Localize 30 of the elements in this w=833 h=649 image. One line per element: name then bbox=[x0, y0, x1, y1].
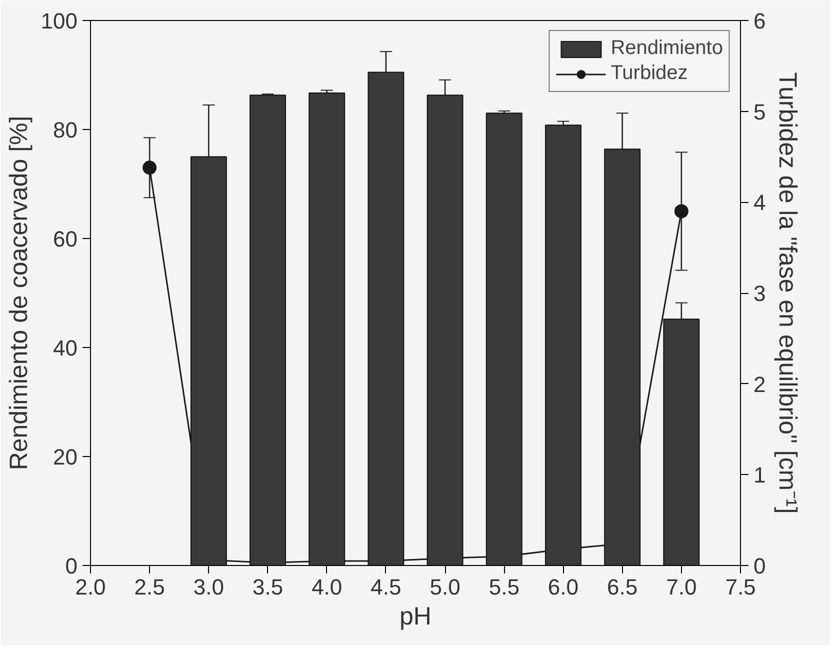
x-tick-label: 5.0 bbox=[430, 574, 460, 600]
y2-tick-label: 1 bbox=[754, 462, 766, 488]
y2-tick-label: 2 bbox=[754, 372, 766, 397]
y2-tick-label: 0 bbox=[754, 554, 766, 578]
x-tick-label: 2.0 bbox=[75, 574, 106, 600]
x-axis-title: pH bbox=[400, 602, 432, 630]
x-tick-label: 3.5 bbox=[252, 574, 284, 600]
x-tick-label: 7.0 bbox=[666, 574, 697, 600]
y-tick-label: 100 bbox=[40, 8, 78, 34]
y-tick-label: 60 bbox=[53, 226, 78, 252]
y2-tick-label: 4 bbox=[754, 190, 766, 216]
y-tick-label: 40 bbox=[53, 336, 78, 360]
y-axis-title: Rendimiento de coacervado [%] bbox=[4, 116, 33, 470]
y2-tick-label: 6 bbox=[754, 8, 766, 34]
y-tick-label: 20 bbox=[53, 444, 78, 470]
legend-label: Turbidez bbox=[610, 62, 688, 85]
y2-tick-label: 3 bbox=[754, 281, 766, 306]
y-tick-label: 0 bbox=[65, 554, 78, 578]
y-tick-label: 80 bbox=[53, 118, 78, 142]
y2-axis-title: Turbidez de la "fase en equilibrio" [cm⁻¹] bbox=[774, 72, 802, 514]
x-tick-label: 7.5 bbox=[725, 574, 756, 600]
y2-tick-label: 5 bbox=[754, 99, 766, 124]
x-tick-label: 2.5 bbox=[134, 574, 165, 600]
x-tick-label: 4.5 bbox=[370, 574, 402, 600]
x-tick-label: 4.0 bbox=[312, 574, 342, 600]
x-tick-label: 3.0 bbox=[193, 574, 224, 600]
x-tick-label: 6.0 bbox=[548, 574, 579, 600]
x-tick-label: 5.5 bbox=[488, 574, 520, 600]
x-tick-label: 6.5 bbox=[607, 574, 638, 600]
legend-label: Rendimiento bbox=[610, 37, 723, 60]
